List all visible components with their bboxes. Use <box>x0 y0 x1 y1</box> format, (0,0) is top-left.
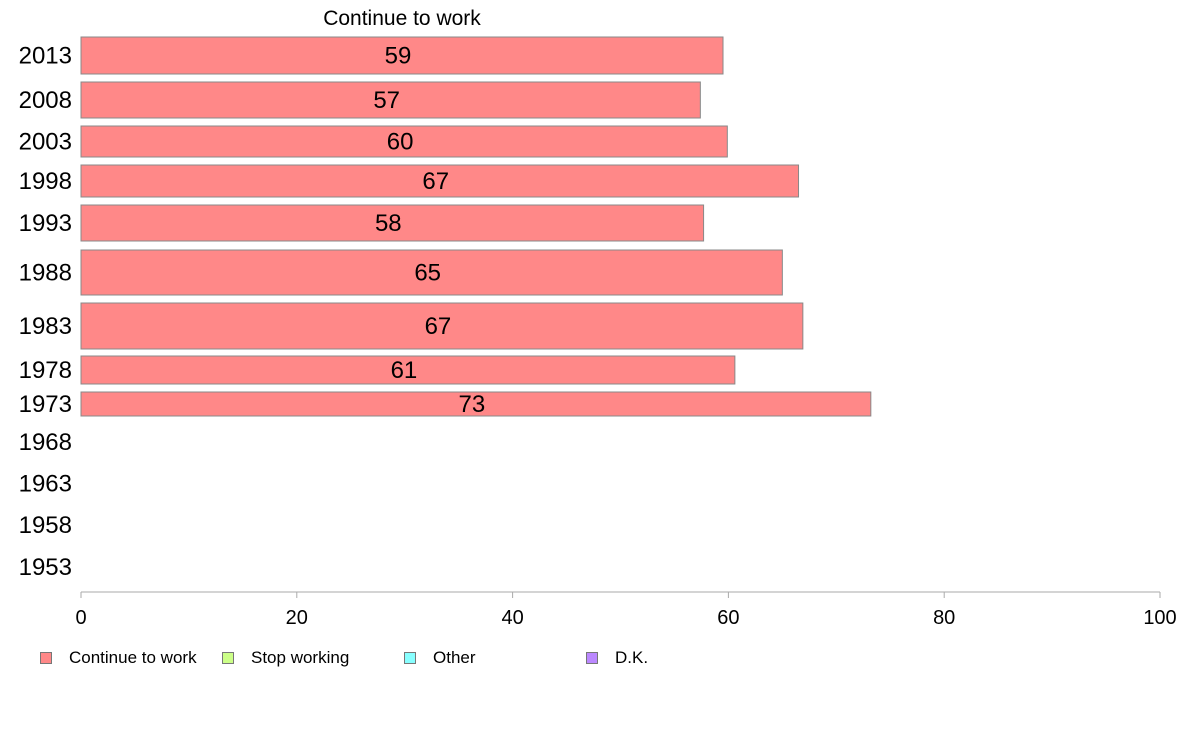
y-tick-label: 1988 <box>19 260 72 287</box>
legend-swatch <box>40 652 52 664</box>
data-label: 67 <box>425 313 452 340</box>
legend-label: D.K. <box>615 648 649 667</box>
bar <box>80 302 804 350</box>
bar <box>80 249 783 296</box>
x-axis: 0 20 40 60 80 100 <box>75 591 1177 629</box>
legend-label: Other <box>433 648 476 667</box>
bar <box>80 391 872 417</box>
y-tick-label: 2008 <box>19 87 72 114</box>
x-tick-label: 80 <box>933 607 955 629</box>
y-tick-label: 1968 <box>19 429 72 456</box>
bar <box>80 164 800 198</box>
legend-swatch <box>222 652 234 664</box>
bar <box>80 125 728 158</box>
data-label: 67 <box>422 168 449 195</box>
y-tick-label: 1978 <box>19 357 72 384</box>
x-tick-label: 40 <box>501 607 523 629</box>
x-tick-label: 20 <box>286 607 308 629</box>
data-label: 59 <box>385 43 412 70</box>
bar <box>80 81 701 119</box>
legend-item-stop-working: Stop working <box>222 647 349 669</box>
legend-item-continue-to-work: Continue to work <box>40 647 197 669</box>
x-tick-label: 60 <box>717 607 739 629</box>
data-label: 57 <box>373 87 400 114</box>
legend-label: Stop working <box>251 648 350 667</box>
y-axis-labels: 2013 2008 2003 1998 1993 1988 1983 1978 1973 1968… <box>19 43 72 582</box>
y-tick-label: 1983 <box>19 313 72 340</box>
legend-swatch <box>586 652 598 664</box>
x-tick-label: 100 <box>1143 607 1176 629</box>
data-label: 65 <box>414 260 441 287</box>
chart-title: Continue to work <box>323 7 481 30</box>
legend-item-other: Other <box>404 647 476 669</box>
legend: Continue to work Stop working Other D.K. <box>0 647 1188 669</box>
data-label: 60 <box>387 129 414 156</box>
y-tick-label: 1998 <box>19 168 72 195</box>
y-tick-label: 2013 <box>19 43 72 70</box>
bar <box>80 36 724 75</box>
x-tick-label: 0 <box>75 607 86 629</box>
bar <box>80 204 705 242</box>
y-tick-label: 1973 <box>19 391 72 418</box>
legend-item-dk: D.K. <box>586 647 648 669</box>
bars-group: 59 57 60 67 58 65 67 61 73 <box>80 36 872 418</box>
y-tick-label: 1958 <box>19 512 72 539</box>
legend-label: Continue to work <box>69 648 197 667</box>
data-label: 61 <box>391 357 418 384</box>
y-tick-label: 1993 <box>19 210 72 237</box>
bar <box>80 355 736 385</box>
data-label: 73 <box>459 391 486 418</box>
legend-swatch <box>404 652 416 664</box>
y-tick-label: 1953 <box>19 554 72 581</box>
y-tick-label: 1963 <box>19 471 72 498</box>
data-label: 58 <box>375 210 402 237</box>
y-tick-label: 2003 <box>19 129 72 156</box>
